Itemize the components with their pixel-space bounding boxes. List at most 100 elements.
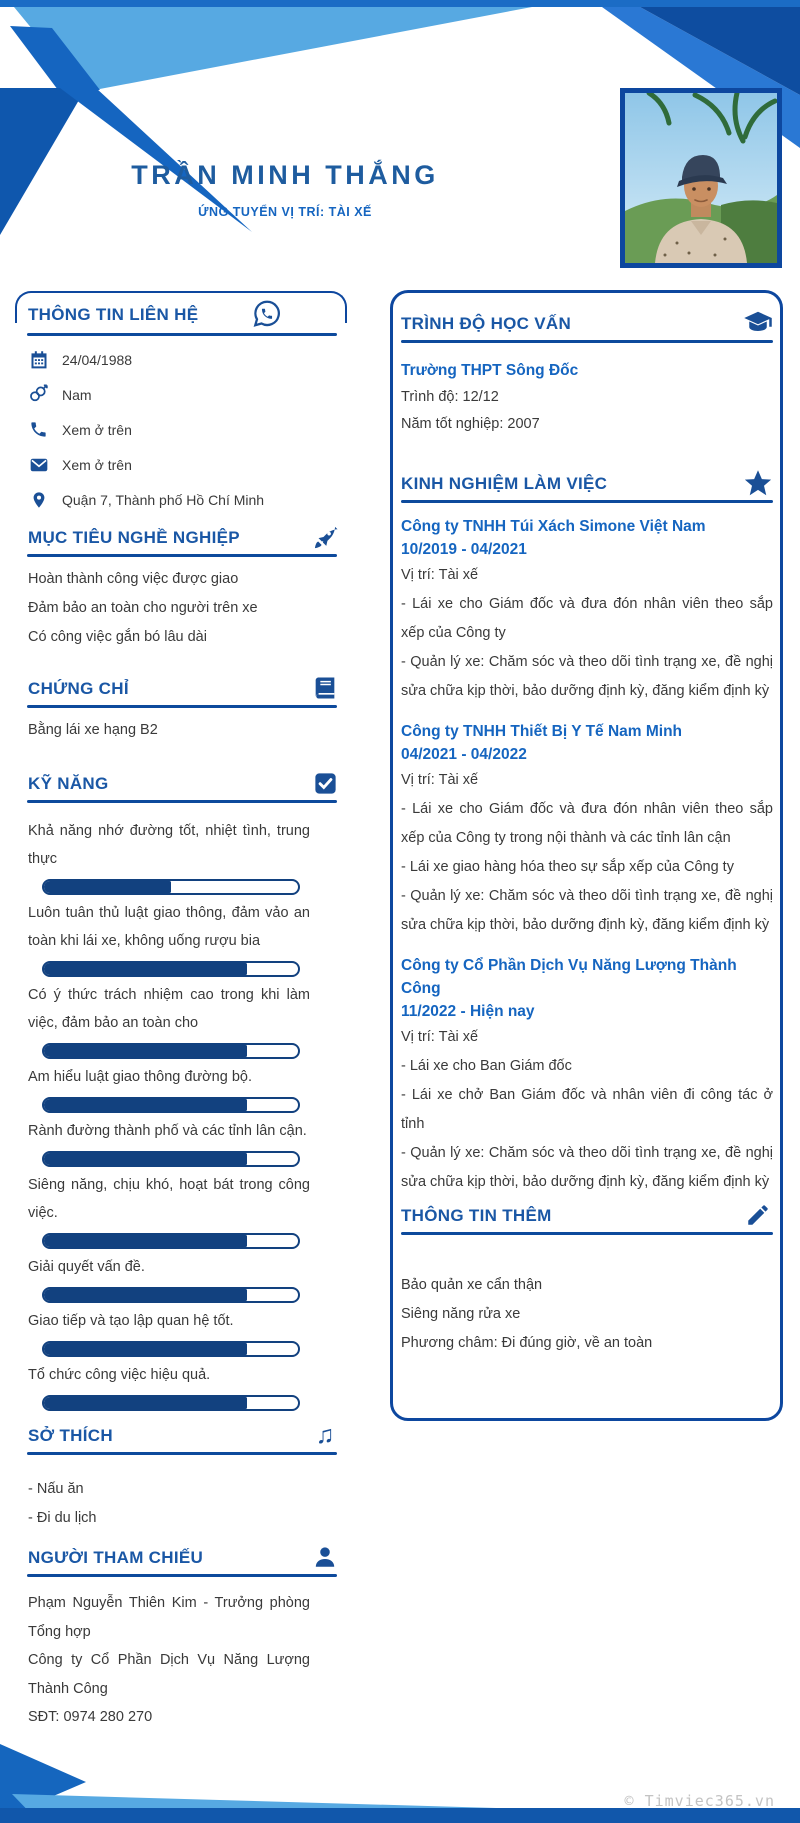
skill-bar: [42, 1233, 300, 1249]
job-company: Công ty TNHH Túi Xách Simone Việt Nam: [401, 518, 706, 535]
top-left-dark-sliver: [10, 26, 100, 90]
skill-bar: [42, 1341, 300, 1357]
watermark: © Timviec365.vn: [624, 1792, 775, 1810]
job-bullet: - Quản lý xe: Chăm sóc và theo dõi tình …: [401, 1145, 773, 1190]
education-year: Năm tốt nghiệp: 2007: [401, 416, 540, 432]
job-position: Vị trí: Tài xế: [401, 772, 479, 788]
skill-label: Luôn tuân thủ luật giao thông, đảm vảo a…: [28, 905, 310, 949]
hobby-item: - Đi du lịch: [28, 1510, 97, 1526]
skill-bar: [42, 1287, 300, 1303]
skill-label: Am hiểu luật giao thông đường bộ.: [28, 1069, 252, 1085]
objective-item: Đảm bảo an toàn cho người trên xe: [28, 600, 258, 616]
gender-icon: [28, 384, 49, 405]
section-title-hobbies: SỞ THÍCH: [28, 1426, 113, 1445]
top-right-navy-triangle: [640, 7, 800, 95]
skill-item: Am hiểu luật giao thông đường bộ.: [14, 1063, 344, 1113]
section-hobbies: SỞ THÍCH ♫ - Nấu ăn - Đi du lịch: [14, 1418, 344, 1533]
section-title-certificates: CHỨNG CHỈ: [28, 679, 129, 698]
divider: [401, 500, 773, 503]
divider: [401, 1232, 773, 1235]
person-icon: [310, 1542, 340, 1572]
candidate-name: TRẦN MINH THẮNG: [131, 160, 439, 190]
certificate-item: Bằng lái xe hạng B2: [28, 722, 158, 738]
skill-label: Siêng năng, chịu khó, hoạt bát trong côn…: [28, 1177, 310, 1221]
section-title-references: NGƯỜI THAM CHIẾU: [28, 1548, 204, 1567]
divider: [27, 554, 337, 557]
job-bullet: - Quản lý xe: Chăm sóc và theo dõi tình …: [401, 888, 773, 933]
school-name: Trường THPT Sông Đốc: [401, 362, 579, 379]
profile-photo: [620, 88, 782, 268]
job-bullet: - Lái xe cho Giám đốc và đưa đón nhân vi…: [401, 596, 773, 641]
education-degree: Trình độ: 12/12: [401, 389, 499, 405]
skill-bar: [42, 1043, 300, 1059]
section-additional-info: THÔNG TIN THÊM Bảo quản xe cẩn thận Siên…: [401, 1198, 773, 1358]
checkbox-check-icon: [310, 768, 340, 798]
skill-item: Có ý thức trách nhiệm cao trong khi làm …: [14, 981, 344, 1059]
job-period: 10/2019 - 04/2021: [401, 541, 527, 558]
section-references: NGƯỜI THAM CHIẾU Phạm Nguyễn Thiên Kim -…: [14, 1540, 344, 1732]
pencil-icon: [743, 1200, 773, 1230]
section-title-skills: KỸ NĂNG: [28, 774, 109, 793]
additional-line: Siêng năng rửa xe: [401, 1306, 521, 1322]
top-bar-decoration: [0, 0, 800, 7]
reference-line: Phạm Nguyễn Thiên Kim - Trưởng phòng Tổn…: [28, 1595, 310, 1640]
contact-row-birthdate: 24/04/1988: [28, 342, 344, 377]
contact-value: Xem ở trên: [62, 421, 132, 438]
calendar-icon: [28, 349, 49, 370]
location-icon: [28, 489, 49, 510]
skill-bar: [42, 1151, 300, 1167]
skill-item: Giao tiếp và tạo lập quan hệ tốt.: [14, 1307, 344, 1357]
job-entry: Công ty TNHH Thiết Bị Y Tế Nam Minh 04/2…: [401, 720, 773, 940]
section-contact: THÔNG TIN LIÊN HỆ 24/04/1988: [14, 285, 347, 517]
job-period: 04/2021 - 04/2022: [401, 746, 527, 763]
phone-bubble-icon: [252, 299, 282, 329]
contact-value: Nam: [62, 386, 92, 403]
contact-value: Xem ở trên: [62, 456, 132, 473]
job-company: Công ty Cổ Phần Dịch Vụ Năng Lượng Thành…: [401, 957, 737, 997]
skill-label: Có ý thức trách nhiệm cao trong khi làm …: [28, 987, 310, 1031]
divider: [27, 800, 337, 803]
main-panel: TRÌNH ĐỘ HỌC VẤN Trường THPT Sông Đốc Tr…: [390, 290, 783, 1421]
objective-item: Có công việc gắn bó lâu dài: [28, 629, 207, 645]
skill-label: Giao tiếp và tạo lập quan hệ tốt.: [28, 1313, 234, 1329]
divider: [27, 1452, 337, 1455]
skill-label: Giải quyết vấn đề.: [28, 1259, 145, 1275]
skill-label: Tổ chức công việc hiệu quả.: [28, 1367, 211, 1383]
skill-item: Luôn tuân thủ luật giao thông, đảm vảo a…: [14, 899, 344, 977]
skill-item: Rành đường thành phố và các tỉnh lân cận…: [14, 1117, 344, 1167]
job-bullet: - Lái xe cho Ban Giám đốc: [401, 1058, 572, 1074]
contact-row-email: Xem ở trên: [28, 447, 344, 482]
skill-bar: [42, 1395, 300, 1411]
additional-line: Bảo quản xe cẩn thận: [401, 1277, 543, 1293]
divider: [27, 333, 337, 336]
hobby-item: - Nấu ăn: [28, 1481, 84, 1497]
email-icon: [28, 454, 49, 475]
section-title-education: TRÌNH ĐỘ HỌC VẤN: [401, 314, 572, 333]
job-entry: Công ty Cổ Phần Dịch Vụ Năng Lượng Thành…: [401, 954, 773, 1197]
skill-item: Tổ chức công việc hiệu quả.: [14, 1361, 344, 1411]
section-title-experience: KINH NGHIỆM LÀM VIỆC: [401, 474, 608, 493]
contact-value: Quận 7, Thành phố Hồ Chí Minh: [62, 491, 265, 508]
bottom-left-triangle: [0, 1744, 86, 1819]
skill-bar: [42, 961, 300, 977]
contact-row-address: Quận 7, Thành phố Hồ Chí Minh: [28, 482, 344, 517]
section-title-contact: THÔNG TIN LIÊN HỆ: [28, 305, 199, 324]
section-education: TRÌNH ĐỘ HỌC VẤN Trường THPT Sông Đốc Tr…: [401, 306, 773, 438]
book-icon: [310, 673, 340, 703]
divider: [401, 340, 773, 343]
job-period: 11/2022 - Hiện nay: [401, 1003, 535, 1020]
graduation-cap-icon: [743, 308, 773, 338]
bottom-light-band: [12, 1794, 565, 1823]
music-note-icon: ♫: [315, 1420, 335, 1449]
skill-bar: [42, 879, 300, 895]
section-title-objective: MỤC TIÊU NGHỀ NGHIỆP: [28, 528, 240, 547]
section-certificates: CHỨNG CHỈ Bằng lái xe hạng B2: [14, 671, 344, 745]
skill-item: Giải quyết vấn đề.: [14, 1253, 344, 1303]
job-position: Vị trí: Tài xế: [401, 1029, 479, 1045]
rocket-icon: [310, 522, 340, 552]
job-bullet: - Lái xe chở Ban Giám đốc và nhân viên đ…: [401, 1087, 773, 1132]
reference-line: Công ty Cổ Phần Dịch Vụ Năng Lượng Thành…: [28, 1652, 310, 1697]
skill-bar: [42, 1097, 300, 1113]
skill-label: Rành đường thành phố và các tỉnh lân cận…: [28, 1123, 307, 1139]
section-skills: KỸ NĂNG Khả năng nhớ đường tốt, nhiệt tì…: [14, 766, 344, 1415]
